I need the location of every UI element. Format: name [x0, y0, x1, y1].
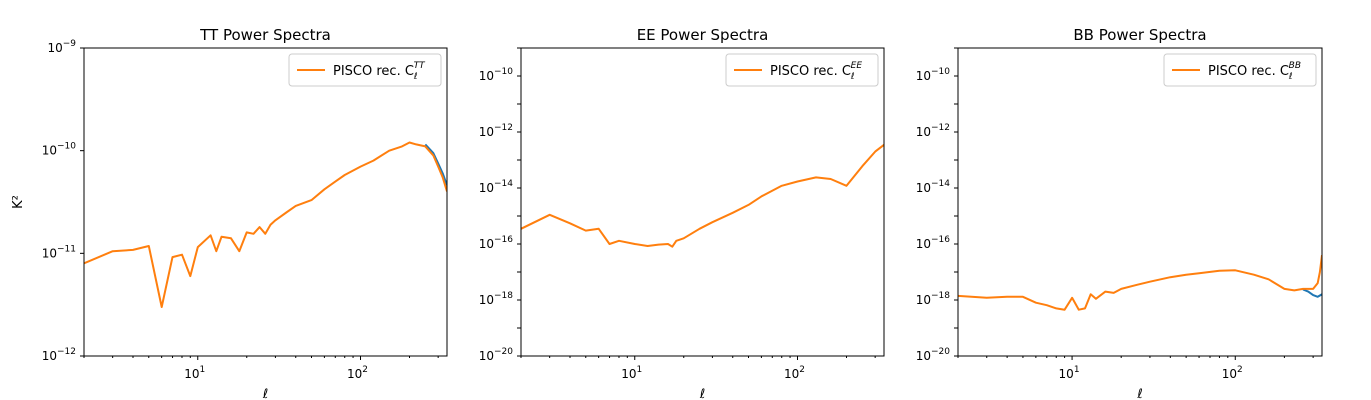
y-tick-label: 10−20	[479, 347, 514, 363]
axes-frame	[520, 47, 885, 357]
x-axis-label: ℓ	[262, 387, 268, 400]
legend: PISCO rec. CℓBB	[1163, 53, 1317, 87]
legend: PISCO rec. CℓEE	[725, 53, 879, 87]
x-axis-label: ℓ	[699, 387, 705, 400]
legend-label: PISCO rec. CℓEE	[770, 61, 862, 82]
chart-panel-1: EE Power Spectra 101 102 10−20 10−18 10−16 10−…	[479, 26, 885, 400]
x-tick-label: 102	[784, 365, 805, 381]
y-tick-label: 10−9	[47, 39, 76, 55]
y-tick-label: 10−11	[42, 244, 76, 260]
y-tick-label: 10−12	[916, 123, 950, 139]
legend-box	[1163, 53, 1317, 87]
x-tick-label: 102	[347, 365, 368, 381]
y-tick-label: 10−16	[479, 235, 514, 251]
x-tick-label: 101	[621, 365, 642, 381]
series-line-blue	[424, 143, 447, 186]
legend-box	[725, 53, 879, 87]
series-line-orange	[84, 141, 447, 308]
chart-title: BB Power Spectra	[1073, 26, 1206, 44]
y-tick-label: 10−18	[916, 291, 951, 307]
y-axis-label: K²	[11, 195, 26, 209]
legend-label: PISCO rec. CℓTT	[333, 61, 426, 82]
y-tick-label: 10−10	[479, 67, 514, 83]
legend: PISCO rec. CℓTT	[288, 53, 442, 87]
y-tick-label: 10−16	[916, 235, 951, 251]
series-line-blue	[1302, 288, 1322, 298]
x-tick-label: 101	[1059, 365, 1080, 381]
y-tick-label: 10−10	[916, 67, 951, 83]
y-tick-label: 10−20	[916, 347, 951, 363]
chart-title: TT Power Spectra	[199, 26, 331, 44]
y-tick-label: 10−14	[916, 179, 951, 195]
axes-frame	[957, 47, 1323, 357]
axes-frame	[83, 47, 448, 357]
chart-panel-0: TT Power Spectra 101 102 10−12 10−11 10−10 10−…	[11, 26, 448, 400]
legend-box	[288, 53, 442, 87]
x-tick-label: 101	[184, 365, 205, 381]
y-tick-label: 10−14	[479, 179, 514, 195]
legend-label: PISCO rec. CℓBB	[1208, 61, 1301, 82]
y-tick-label: 10−18	[479, 291, 514, 307]
series-line-orange	[521, 144, 884, 248]
chart-title: EE Power Spectra	[637, 26, 769, 44]
x-tick-label: 102	[1222, 365, 1243, 381]
series-line-orange	[958, 254, 1322, 311]
y-tick-label: 10−10	[42, 142, 77, 158]
chart-panel-2: BB Power Spectra 101 102 10−20 10−18 10−16 10−…	[916, 26, 1323, 400]
y-tick-label: 10−12	[42, 347, 76, 363]
y-tick-label: 10−12	[479, 123, 513, 139]
x-axis-label: ℓ	[1136, 387, 1142, 400]
